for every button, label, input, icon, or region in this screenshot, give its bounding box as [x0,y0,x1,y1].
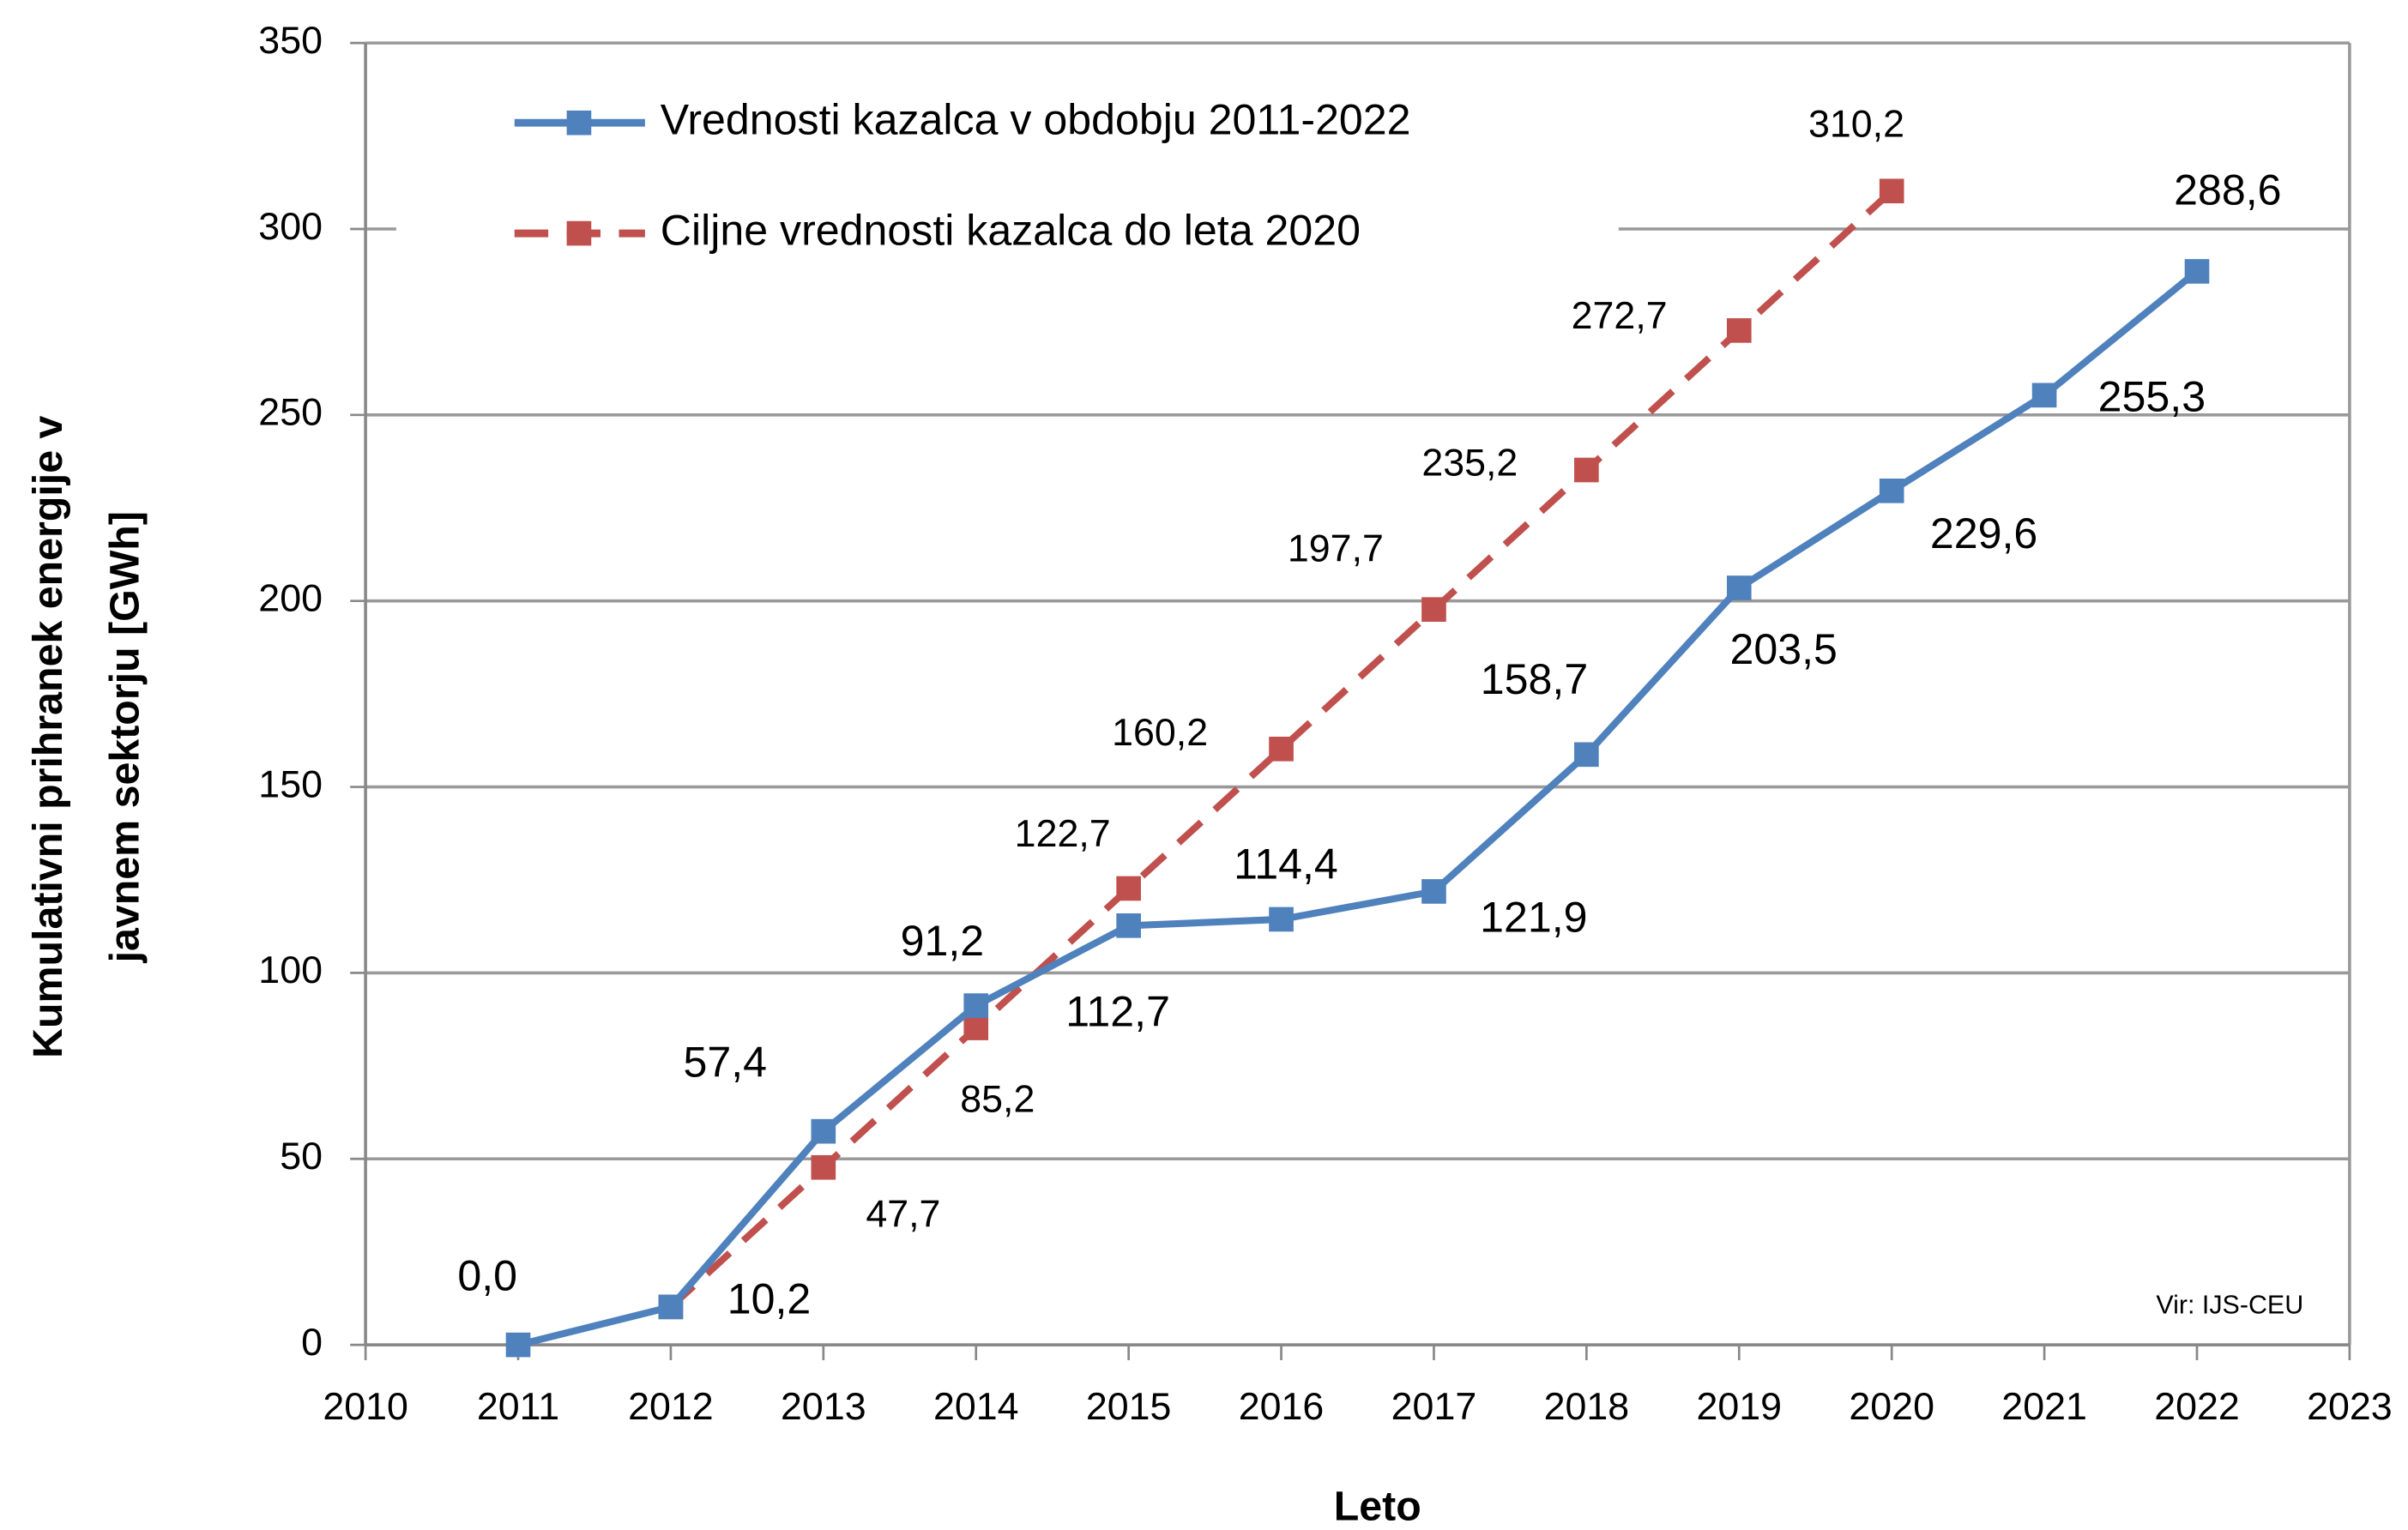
legend-marker [566,220,592,246]
data-point [1879,478,1904,503]
data-label: 158,7 [1481,655,1588,703]
y-tick-label: 300 [258,205,323,248]
data-point [963,1015,989,1040]
x-tick-label: 2017 [1391,1385,1477,1428]
data-point [1269,907,1294,932]
x-tick-label: 2013 [781,1385,866,1428]
data-label: 0,0 [457,1251,517,1299]
data-point [1269,736,1294,762]
data-point [1116,913,1141,938]
x-tick-label: 2014 [933,1385,1019,1428]
data-label: 255,3 [2098,372,2206,420]
data-label: 114,4 [1234,840,1338,888]
x-tick-label: 2020 [1849,1385,1934,1428]
source-note: Vir: IJS-CEU [2156,1290,2303,1319]
data-point [1574,742,1599,768]
data-point [1421,879,1446,904]
series-line [668,188,1894,1310]
data-label: 85,2 [960,1077,1035,1120]
data-point [505,1332,531,1358]
x-tick-label: 2019 [1696,1385,1782,1428]
data-label: 121,9 [1480,894,1587,942]
data-label: 10,2 [727,1275,812,1323]
y-tick-label: 350 [258,19,323,62]
legend-label: Vrednosti kazalca v obdobju 2011-2022 [661,95,1411,143]
legend-marker [566,110,592,136]
data-label: 229,6 [1930,509,2037,557]
y-tick-label: 150 [258,762,323,805]
x-tick-label: 2010 [323,1385,408,1428]
data-label: 112,7 [1065,987,1170,1035]
x-tick-label: 2022 [2154,1385,2240,1428]
data-label: 122,7 [1015,812,1111,855]
x-tick-label: 2023 [2307,1385,2393,1428]
x-tick-label: 2016 [1239,1385,1325,1428]
data-point [2184,259,2210,284]
data-label: 272,7 [1572,294,1668,337]
data-point [1879,178,1904,204]
legend: Vrednosti kazalca v obdobju 2011-2022 Cil… [395,76,1619,285]
data-point [811,1118,836,1144]
y-tick-label: 250 [258,391,323,434]
data-point [1726,575,1752,600]
x-tick-label: 2012 [628,1385,714,1428]
legend-label: Ciljne vrednosti kazalca do leta 2020 [661,206,1361,254]
legend-background [395,76,1619,285]
data-label: 235,2 [1421,441,1518,484]
y-tick-label: 50 [280,1135,323,1178]
data-point [1421,597,1446,622]
data-label: 203,5 [1729,625,1837,673]
data-point [1726,318,1752,343]
data-label: 160,2 [1112,711,1208,754]
y-axis-label: Kumulativni prihranek energije v javnem … [25,415,148,1057]
data-label: 197,7 [1288,527,1384,569]
y-axis-label-line: Kumulativni prihranek energije v [25,415,71,1057]
data-point [2031,382,2057,408]
y-tick-label: 100 [258,949,323,991]
data-point [658,1294,684,1320]
y-tick-label: 200 [258,577,323,620]
x-tick-label: 2011 [477,1385,559,1428]
data-label: 57,4 [684,1038,768,1086]
data-point [963,993,989,1018]
series-line [517,268,2200,1349]
y-axis-label-line: javnem sektorju [GWh] [101,511,148,963]
data-label: 47,7 [866,1192,940,1235]
data-point [1116,876,1141,901]
data-point [811,1154,836,1180]
data-label: 310,2 [1808,102,1904,145]
y-tick-label: 0 [301,1321,323,1364]
x-axis-label: Leto [1334,1483,1421,1529]
data-label: 288,6 [2174,166,2281,214]
data-label: 91,2 [901,917,985,965]
data-point [1574,457,1599,483]
x-tick-label: 2015 [1086,1385,1172,1428]
x-tick-label: 2021 [2001,1385,2087,1428]
x-tick-label: 2018 [1544,1385,1630,1428]
